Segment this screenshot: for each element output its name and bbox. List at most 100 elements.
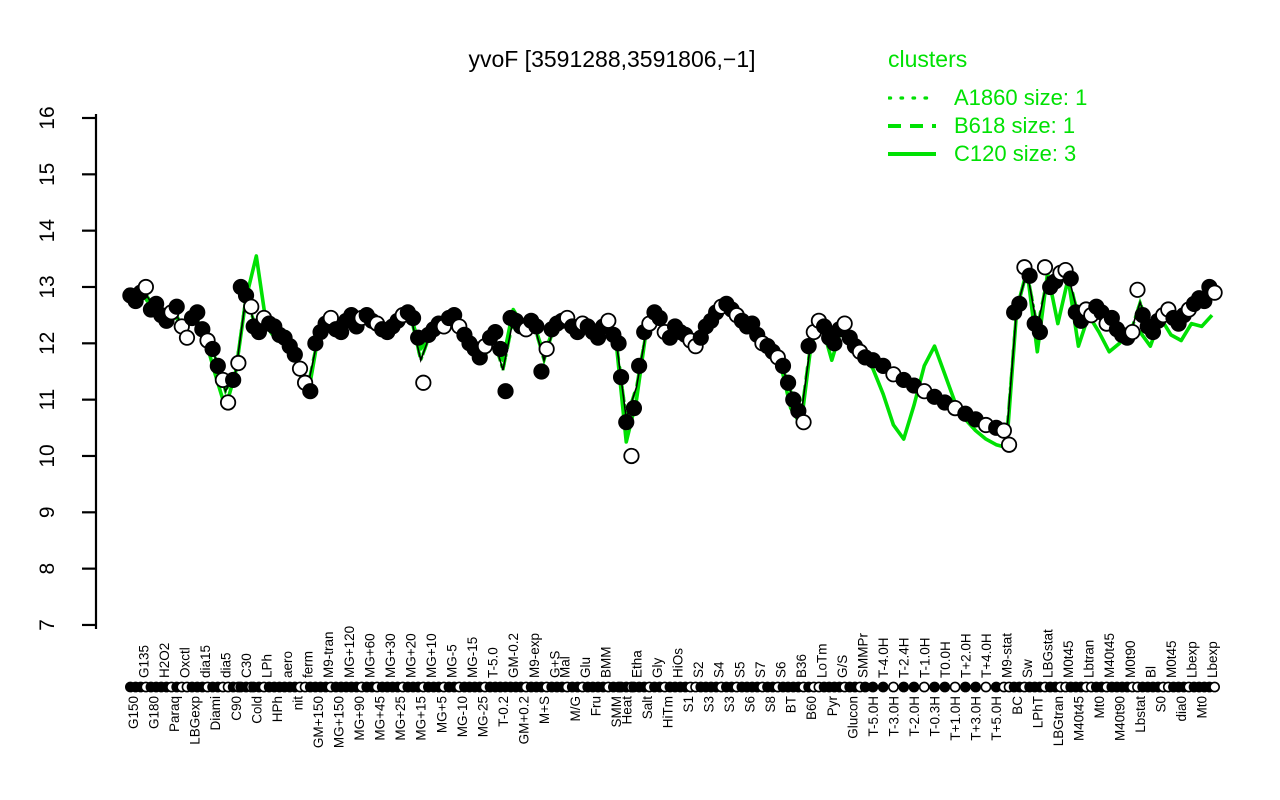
x-condition-label: S7 [753, 661, 768, 678]
data-point-filled [610, 335, 627, 352]
sample-indicator-dot [888, 681, 899, 693]
data-point-filled [487, 323, 504, 341]
x-condition-label: M0t90 [1123, 640, 1138, 678]
x-condition-label: T-0.3H [928, 696, 943, 737]
data-point-filled [497, 383, 514, 400]
legend-label: B618 size: 1 [954, 113, 1076, 138]
x-condition-label: S3 [701, 696, 716, 713]
chart-title: yvoF [3591288,3591806,−1] [468, 46, 756, 72]
data-point-filled [189, 304, 206, 321]
data-point-filled [875, 357, 892, 374]
x-condition-label: S2 [691, 661, 706, 678]
x-condition-label: M+S [537, 696, 552, 724]
sample-indicator-dot [959, 681, 971, 693]
x-condition-label: Gly [650, 658, 665, 679]
x-condition-label: T+5.0H [989, 696, 1004, 741]
x-condition-label: Oxctl [177, 647, 192, 678]
x-condition-label: Glu [578, 657, 593, 678]
x-condition-label: Sw [1020, 659, 1035, 678]
sample-indicator-dot [877, 681, 889, 693]
x-condition-label: MG+90 [352, 696, 367, 741]
x-condition-label: MG+20 [403, 633, 418, 678]
data-point-open [1129, 281, 1146, 298]
x-condition-label: MG-25 [475, 696, 490, 737]
data-point-filled [631, 357, 648, 374]
x-condition-label: B60 [804, 696, 819, 720]
sample-indicator-dot [918, 681, 930, 693]
data-point-filled [404, 309, 422, 327]
x-condition-label: S6 [743, 696, 758, 713]
x-condition-label: T-1.0H [917, 637, 932, 678]
x-condition-label: M9-tran [321, 631, 336, 678]
data-point-open [795, 414, 812, 431]
x-condition-label: T+4.0H [979, 633, 994, 678]
data-point-open [137, 278, 154, 296]
x-condition-label: MG+15 [414, 696, 429, 741]
x-condition-label: MG-5 [445, 644, 460, 678]
sample-indicator-dot [1209, 681, 1220, 693]
x-condition-label: BMM [599, 647, 614, 679]
x-condition-label: MG-10 [455, 696, 470, 737]
x-condition-label: S5 [732, 661, 747, 678]
data-point-filled [774, 357, 792, 374]
data-point-filled [533, 363, 550, 380]
x-condition-label: S6 [773, 661, 788, 678]
x-condition-label: C30 [239, 653, 254, 678]
x-condition-label: M40t90 [1113, 696, 1128, 741]
x-condition-label: B36 [794, 654, 809, 678]
x-condition-label: M40t45 [1071, 696, 1086, 741]
sample-indicator-dot [908, 681, 920, 693]
x-condition-label: Lbexp [1205, 641, 1220, 678]
legend-item-c120: C120 size: 3 [888, 140, 1087, 168]
y-tick-label: 9 [36, 506, 59, 518]
y-tick-label: 16 [36, 106, 59, 129]
x-condition-label: Fru [588, 696, 603, 716]
x-condition-label: Pyr [825, 695, 840, 716]
data-point-filled [204, 340, 221, 358]
x-condition-label: nit [290, 696, 305, 711]
sample-indicator-dot [949, 681, 961, 693]
x-condition-label: T-2.0H [907, 696, 922, 737]
x-condition-label: Etha [630, 650, 645, 678]
data-point-filled [779, 374, 797, 391]
sample-indicator-dot [939, 681, 951, 693]
x-condition-label: BC [1010, 696, 1025, 715]
legend-items: A1860 size: 1 B618 size: 1 C120 size: 3 [888, 84, 1087, 168]
x-condition-label: T-5.0 [486, 647, 501, 678]
data-point-filled [651, 309, 668, 327]
data-point-filled [1031, 323, 1049, 341]
x-condition-label: S0 [1154, 696, 1169, 713]
data-point-open [230, 354, 247, 372]
x-condition-label: M40t45 [1102, 633, 1117, 678]
x-condition-label: ferm [301, 651, 316, 678]
data-point-open [291, 360, 309, 377]
x-condition-label: Paraq [167, 696, 182, 732]
x-condition-label: HiOs [671, 648, 686, 678]
data-point-filled [225, 371, 242, 389]
x-condition-label: MG+30 [383, 633, 398, 678]
x-condition-label: MG+150 [332, 696, 347, 748]
legend-label: A1860 size: 1 [954, 85, 1088, 110]
x-condition-label: GM-0.2 [506, 633, 521, 678]
x-condition-label: LBGexp [188, 696, 203, 745]
x-condition-label: G150 [126, 696, 141, 729]
data-point-filled [528, 318, 545, 335]
x-condition-label: HiTm [660, 696, 675, 728]
x-condition-label: BT [784, 696, 799, 713]
x-condition-label: MG+120 [342, 626, 357, 678]
x-condition-label: LPh [260, 654, 275, 678]
x-condition-label: T-4.0H [876, 637, 891, 678]
data-point-filled [800, 338, 817, 355]
sample-indicator-dot [898, 681, 910, 693]
data-point-filled [209, 357, 226, 374]
x-condition-label: M0t45 [1061, 640, 1076, 678]
x-condition-label: T+3.0H [969, 696, 984, 741]
x-condition-label: Lbtran [1082, 640, 1097, 678]
data-point-filled [168, 298, 185, 315]
x-condition-label: Heat [619, 696, 634, 725]
x-condition-label: Mal [558, 656, 573, 678]
data-point-filled [302, 383, 319, 400]
x-condition-label: SMMPr [856, 633, 871, 679]
y-tick-label: 7 [36, 619, 59, 631]
x-condition-label: LPhT [1030, 696, 1045, 728]
